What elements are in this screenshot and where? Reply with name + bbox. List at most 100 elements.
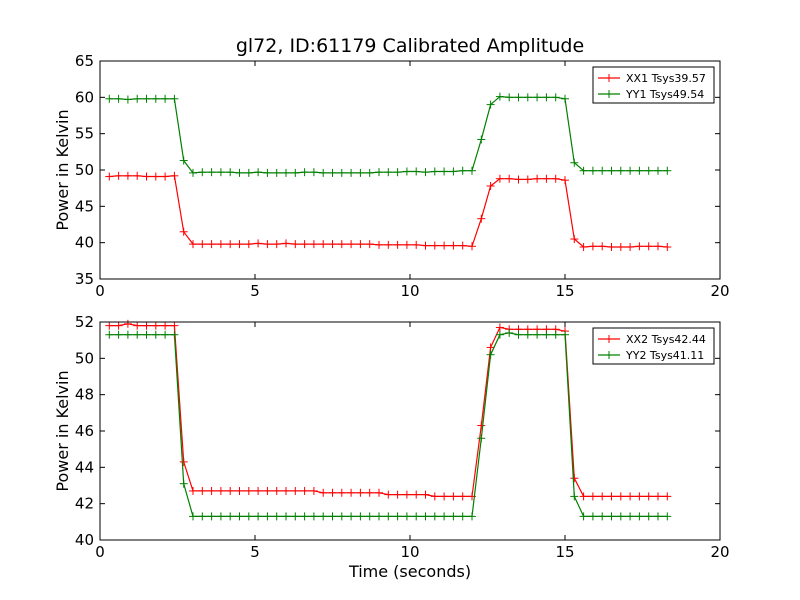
data-point [644, 492, 653, 501]
data-point [356, 488, 365, 497]
data-point [133, 171, 142, 180]
data-point [123, 171, 132, 180]
data-point [486, 343, 495, 352]
y-tick-label: 48 [75, 386, 94, 404]
data-point [375, 240, 383, 249]
x-tick-label: 15 [555, 543, 574, 561]
data-point [579, 512, 588, 521]
data-point [328, 488, 337, 497]
data-point [179, 457, 188, 466]
data-point [244, 486, 253, 495]
y-axis-label: Power in Kelvin [53, 370, 72, 491]
data-point [495, 323, 504, 332]
data-point [523, 93, 532, 102]
data-point [375, 168, 383, 177]
data-point [105, 321, 114, 330]
data-point [626, 166, 635, 175]
data-point [384, 168, 393, 177]
data-point [551, 330, 560, 339]
data-point [533, 174, 542, 183]
data-point [207, 240, 216, 249]
y-tick-label: 55 [75, 125, 94, 143]
data-point [207, 512, 216, 521]
data-point [626, 492, 635, 501]
data-point [588, 492, 597, 501]
data-point [170, 330, 179, 339]
data-point [644, 242, 653, 251]
data-point [468, 512, 476, 521]
data-point [179, 156, 188, 165]
data-point [328, 512, 337, 521]
data-point [523, 330, 532, 339]
data-point [254, 486, 263, 495]
data-point [561, 176, 569, 185]
data-point [365, 488, 374, 497]
data-point [486, 181, 495, 190]
data-point [170, 94, 179, 103]
data-point [449, 241, 458, 250]
legend-box [592, 66, 715, 104]
data-point [477, 434, 486, 443]
data-point [402, 490, 411, 499]
data-point [626, 243, 635, 252]
x-tick-label: 5 [250, 282, 260, 300]
data-point [337, 240, 346, 249]
data-point [300, 512, 309, 521]
data-point [505, 93, 514, 102]
data-point [319, 168, 328, 177]
data-point [458, 492, 467, 501]
data-point [588, 166, 597, 175]
x-tick-label: 5 [250, 543, 260, 561]
data-point [514, 93, 523, 102]
data-point [635, 492, 644, 501]
data-point [244, 512, 253, 521]
data-point [542, 93, 551, 102]
y-axis-label: Power in Kelvin [53, 109, 72, 230]
y-tick-label: 52 [75, 313, 94, 331]
data-point [598, 512, 607, 521]
y-tick-label: 44 [75, 458, 94, 476]
x-tick-label: 0 [95, 543, 105, 561]
data-point [365, 512, 374, 521]
legend-box [592, 327, 715, 365]
legend-label: YY1 Tsys49.54 [625, 88, 704, 101]
data-point [393, 512, 402, 521]
data-point [579, 492, 588, 501]
data-point [189, 240, 197, 249]
data-point [402, 512, 411, 521]
data-point [328, 240, 337, 249]
data-point [561, 94, 569, 103]
data-point [505, 328, 514, 337]
data-point [402, 240, 411, 249]
data-point [235, 512, 244, 521]
data-point [412, 240, 421, 249]
data-point [384, 490, 393, 499]
y-tick-label: 50 [75, 161, 94, 179]
data-point [272, 486, 281, 495]
data-point [598, 242, 607, 251]
subplot-1: gl72, ID:61179 Calibrated Amplitude 0 5 10 1… [53, 35, 730, 300]
data-point [542, 330, 551, 339]
data-point [477, 135, 486, 144]
data-point [561, 330, 569, 339]
data-point [244, 240, 253, 249]
data-point [365, 168, 374, 177]
legend-label: XX2 Tsys42.44 [626, 333, 706, 346]
data-point [114, 321, 123, 330]
data-point [347, 512, 356, 521]
data-point [226, 486, 235, 495]
data-point [198, 168, 207, 177]
data-point [151, 172, 160, 181]
data-point [644, 512, 653, 521]
data-point [393, 168, 402, 177]
data-point [495, 330, 504, 339]
series-line-yy1 [109, 95, 668, 174]
data-point [430, 512, 439, 521]
data-point [356, 240, 365, 249]
data-point [486, 350, 495, 359]
data-point [579, 166, 588, 175]
data-point [551, 93, 560, 102]
data-point [384, 240, 393, 249]
data-point [198, 512, 207, 521]
data-point [570, 492, 579, 501]
